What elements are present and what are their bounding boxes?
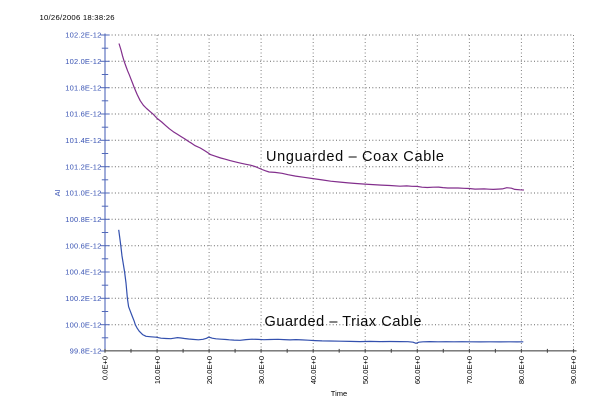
svg-text:101.6E-12: 101.6E-12: [65, 110, 101, 119]
svg-text:101.8E-12: 101.8E-12: [65, 83, 101, 92]
svg-text:30.0E+0: 30.0E+0: [257, 356, 266, 384]
svg-text:80.0E+0: 80.0E+0: [517, 356, 526, 384]
svg-text:102.0E-12: 102.0E-12: [65, 57, 101, 66]
svg-text:99.8E-12: 99.8E-12: [70, 347, 102, 356]
svg-text:70.0E+0: 70.0E+0: [465, 356, 474, 384]
svg-text:Unguarded – Coax Cable: Unguarded – Coax Cable: [266, 149, 445, 165]
svg-text:10/26/2006 18:38:26: 10/26/2006 18:38:26: [40, 13, 115, 22]
svg-text:100.6E-12: 100.6E-12: [65, 241, 101, 250]
svg-text:101.4E-12: 101.4E-12: [65, 136, 101, 145]
svg-text:101.2E-12: 101.2E-12: [65, 162, 101, 171]
svg-text:0.0E+0: 0.0E+0: [101, 356, 110, 380]
svg-text:Guarded – Triax Cable: Guarded – Triax Cable: [265, 314, 422, 330]
svg-text:60.0E+0: 60.0E+0: [413, 356, 422, 384]
svg-text:AI: AI: [53, 189, 62, 196]
svg-text:100.4E-12: 100.4E-12: [65, 268, 101, 277]
svg-text:100.8E-12: 100.8E-12: [65, 215, 101, 224]
svg-text:20.0E+0: 20.0E+0: [205, 356, 214, 384]
svg-text:101.0E-12: 101.0E-12: [65, 189, 101, 198]
svg-text:10.0E+0: 10.0E+0: [153, 356, 162, 384]
svg-text:Time: Time: [331, 389, 347, 398]
svg-text:90.0E+0: 90.0E+0: [569, 356, 578, 384]
svg-text:100.2E-12: 100.2E-12: [65, 294, 101, 303]
svg-text:102.2E-12: 102.2E-12: [65, 31, 101, 40]
svg-text:50.0E+0: 50.0E+0: [361, 356, 370, 384]
svg-text:40.0E+0: 40.0E+0: [309, 356, 318, 384]
svg-text:100.0E-12: 100.0E-12: [65, 320, 101, 329]
